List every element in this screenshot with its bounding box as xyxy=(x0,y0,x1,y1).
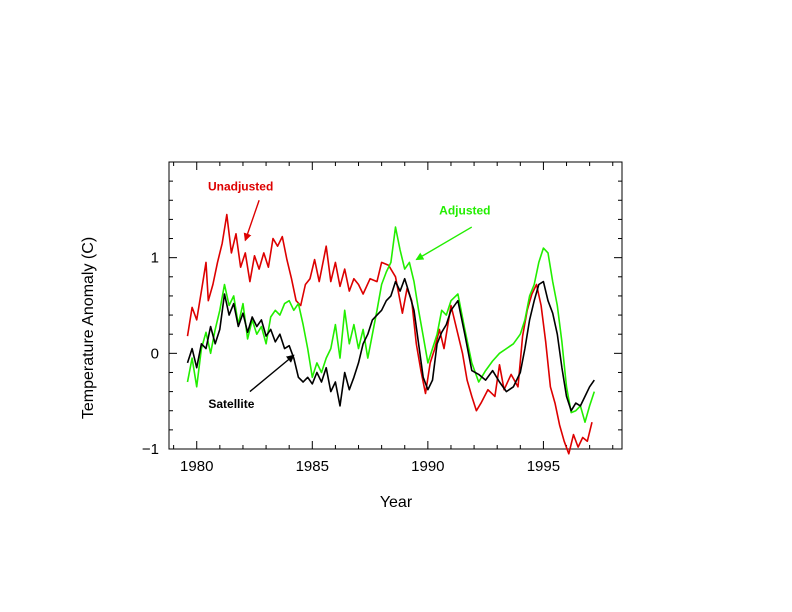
y-tick-label: −1 xyxy=(142,441,159,458)
annotation-arrow-adjusted xyxy=(415,226,473,261)
x-axis: 1980 1985 1990 1995 xyxy=(173,162,614,475)
x-tick-label: 1985 xyxy=(296,458,329,475)
annotation-label-satellite: Satellite xyxy=(208,397,254,411)
y-tick-label: 0 xyxy=(151,345,159,362)
annotation-layer: Unadjusted Adjusted Satellite xyxy=(208,180,491,411)
y-axis-title: Temperature Anomaly (C) xyxy=(80,237,97,419)
y-tick-label: 1 xyxy=(151,250,159,267)
x-tick-label: 1995 xyxy=(527,458,560,475)
x-axis-title: Year xyxy=(380,494,413,511)
series-line-satellite xyxy=(186,277,595,412)
y-axis: −1 0 1 xyxy=(142,161,622,458)
annotation-arrow-unadjusted xyxy=(243,200,260,242)
annotation-label-unadjusted: Unadjusted xyxy=(208,180,273,194)
x-tick-label: 1990 xyxy=(411,458,444,475)
x-tick-label: 1980 xyxy=(180,458,213,475)
series-line-unadjusted xyxy=(186,213,593,455)
series-line-adjusted xyxy=(186,226,596,424)
series-layer xyxy=(186,213,596,455)
annotation-arrow-satellite xyxy=(249,354,295,393)
plot-frame xyxy=(168,161,623,450)
annotation-label-adjusted: Adjusted xyxy=(439,204,490,218)
